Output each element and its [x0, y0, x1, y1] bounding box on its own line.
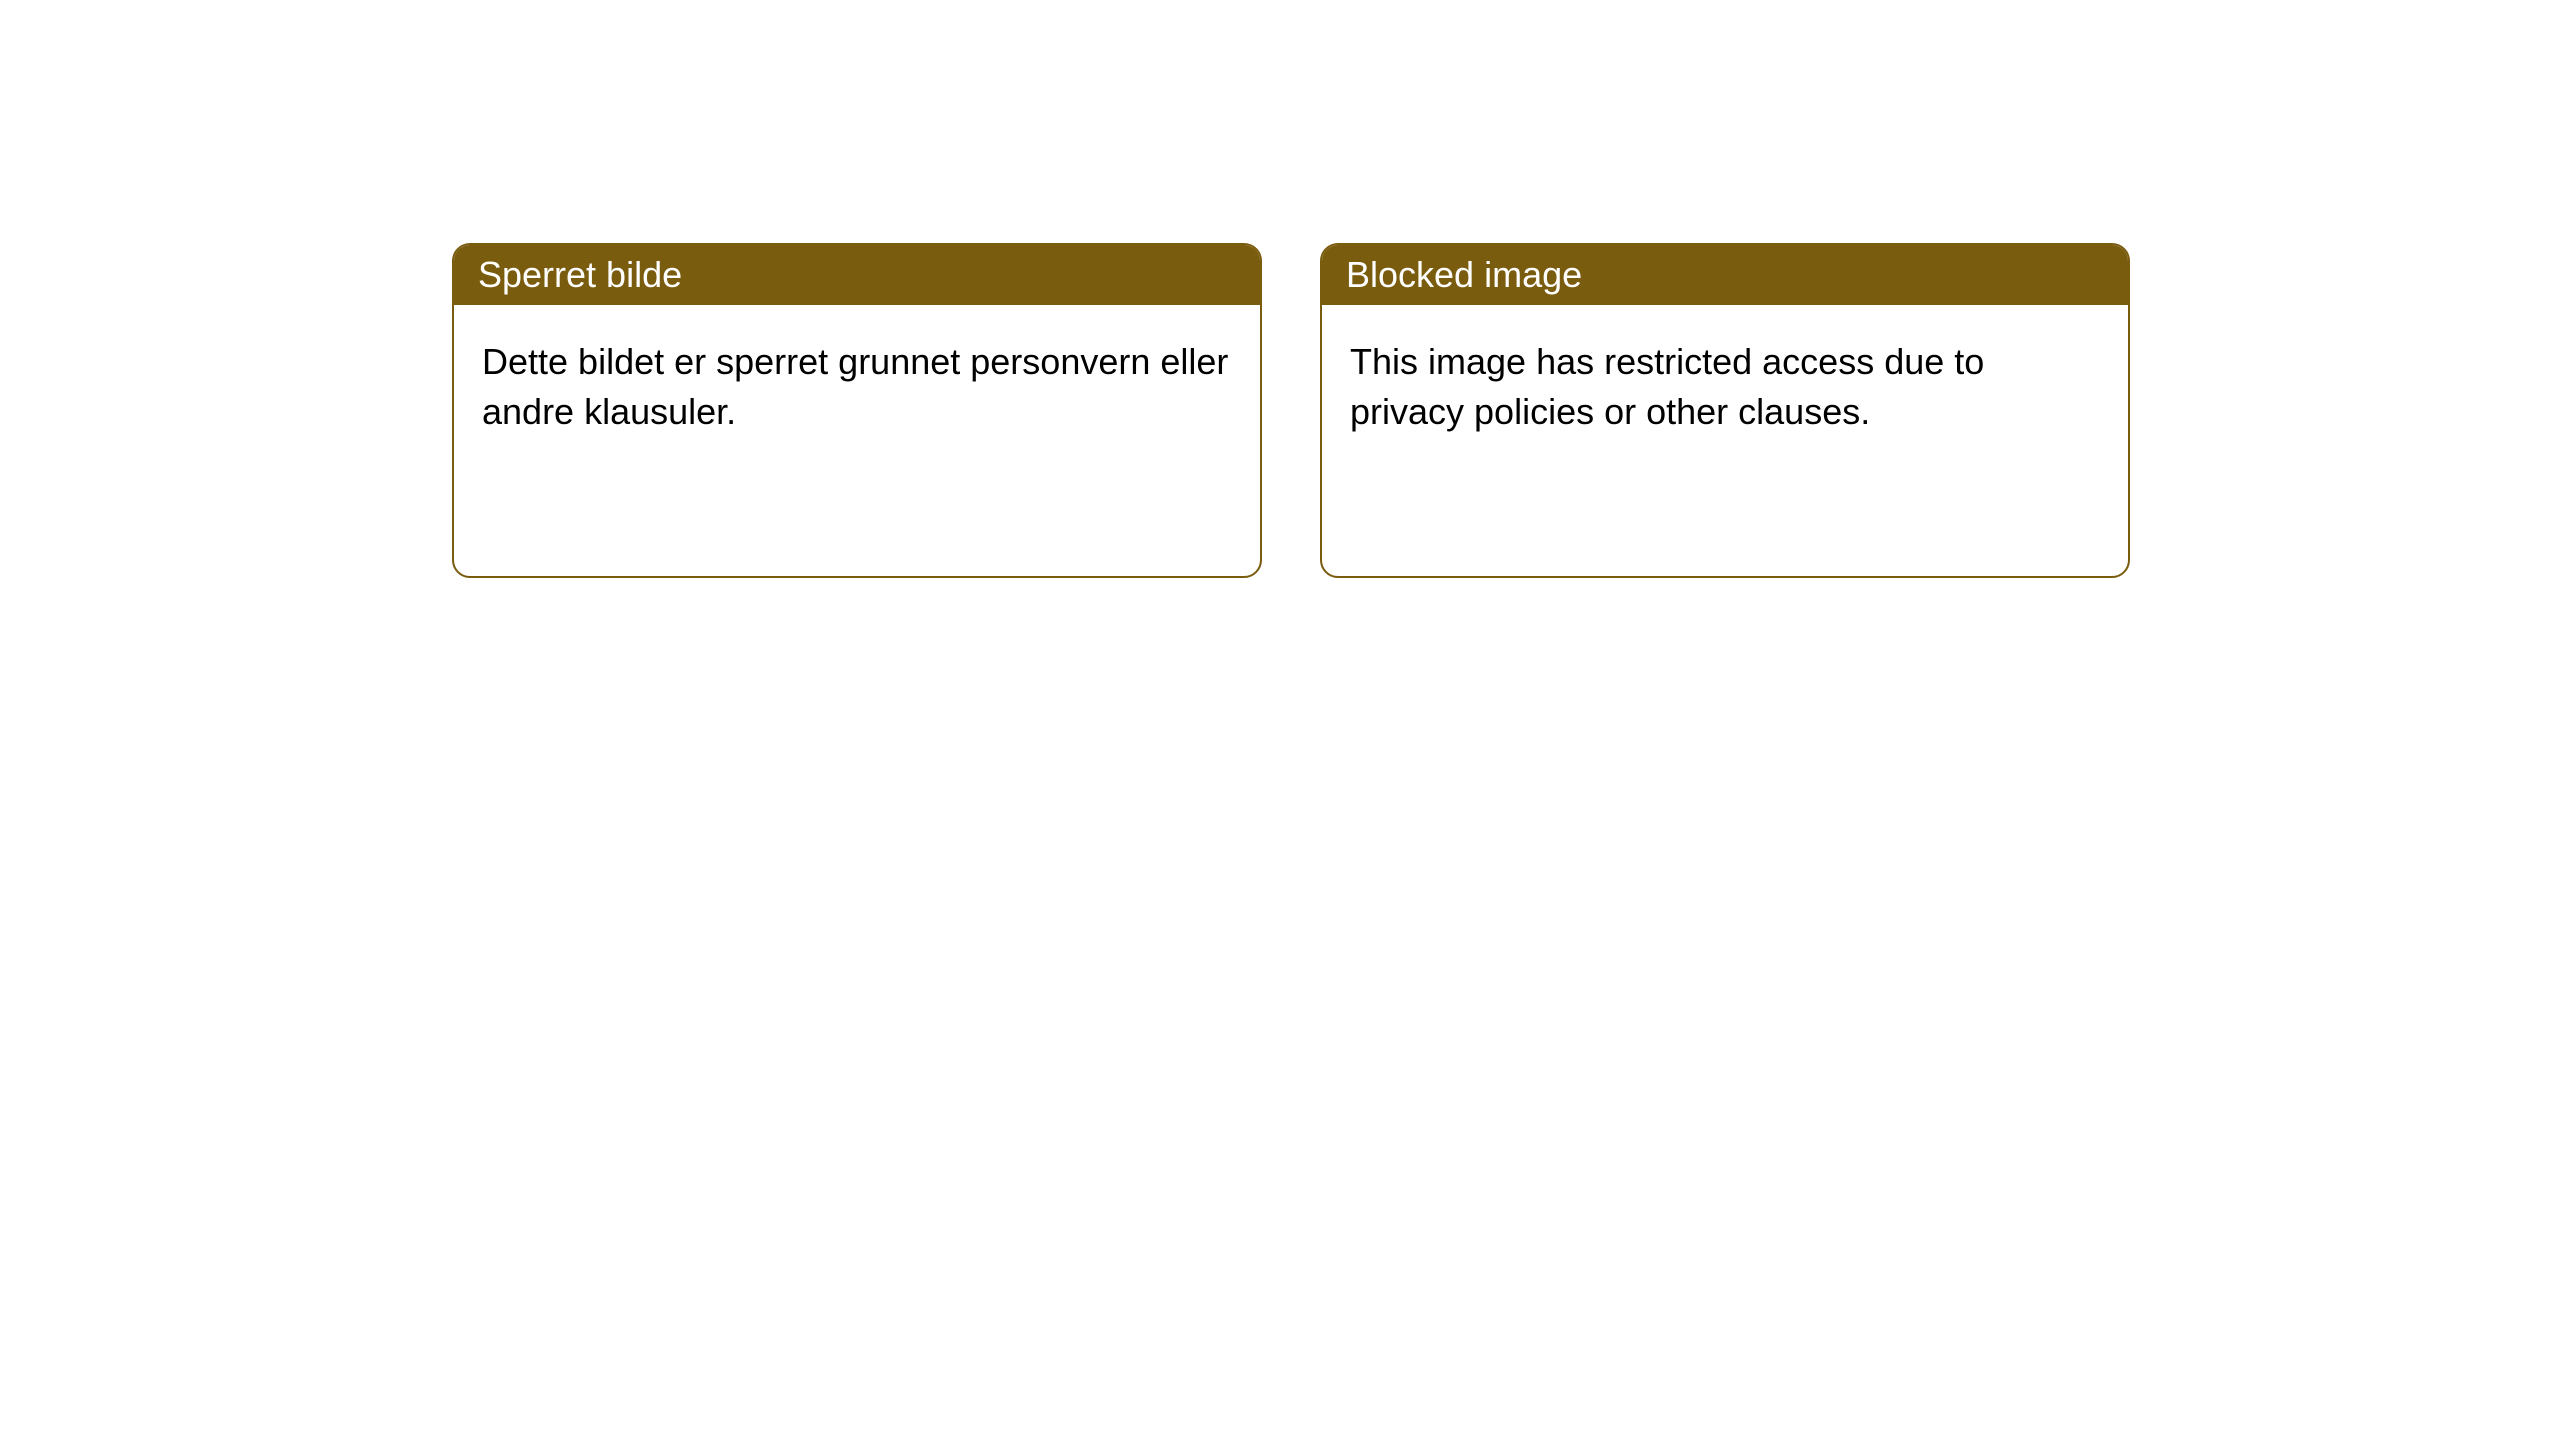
notice-container: Sperret bilde Dette bildet er sperret gr…: [0, 0, 2560, 578]
notice-text: Dette bildet er sperret grunnet personve…: [482, 341, 1228, 432]
notice-body: This image has restricted access due to …: [1322, 305, 2128, 470]
notice-card-no: Sperret bilde Dette bildet er sperret gr…: [452, 243, 1262, 578]
notice-header: Sperret bilde: [454, 245, 1260, 305]
notice-title: Blocked image: [1346, 254, 1582, 296]
notice-card-en: Blocked image This image has restricted …: [1320, 243, 2130, 578]
notice-header: Blocked image: [1322, 245, 2128, 305]
notice-text: This image has restricted access due to …: [1350, 341, 1984, 432]
notice-body: Dette bildet er sperret grunnet personve…: [454, 305, 1260, 470]
notice-title: Sperret bilde: [478, 254, 682, 296]
